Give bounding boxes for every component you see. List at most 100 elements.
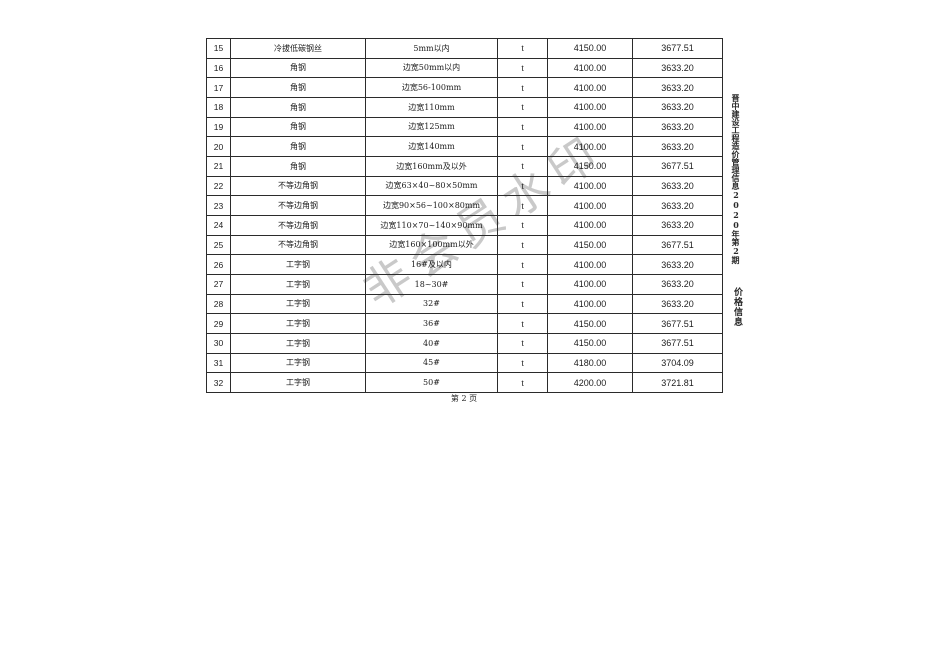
cell-name: 工字钢 xyxy=(230,313,366,334)
cell-spec: 36# xyxy=(365,313,498,334)
cell-no: 21 xyxy=(206,155,231,177)
cell-price_incl: 4100.00 xyxy=(547,136,633,157)
cell-price_excl: 3633.20 xyxy=(632,254,723,275)
cell-spec: 50# xyxy=(365,372,498,393)
cell-unit: t xyxy=(497,214,548,236)
cell-price_incl: 4200.00 xyxy=(547,372,633,393)
cell-unit: t xyxy=(497,332,548,354)
table-row: 23 不等边角钢 边宽90×56~100×80mm t 4100.00 3633.20 xyxy=(206,195,723,216)
cell-spec: 边宽50mm以内 xyxy=(365,57,498,79)
cell-price_excl: 3677.51 xyxy=(632,332,723,354)
cell-no: 18 xyxy=(206,96,231,118)
table-row: 31 工字钢 45# t 4180.00 3704.09 xyxy=(206,352,723,374)
cell-unit: t xyxy=(497,313,548,334)
cell-price_incl: 4100.00 xyxy=(547,77,633,98)
cell-no: 28 xyxy=(206,293,231,315)
journal-title-vertical: 晋中建设工程造价管理信息2020年第2期 xyxy=(731,94,741,264)
cell-name: 冷拔低碳钢丝 xyxy=(230,38,366,59)
cell-price_incl: 4150.00 xyxy=(547,38,633,59)
table-row: 15 冷拔低碳钢丝 5mm以内 t 4150.00 3677.51 xyxy=(206,38,723,59)
table-row: 24 不等边角钢 边宽110×70~140×90mm t 4100.00 3633.20 xyxy=(206,214,723,236)
cell-name: 角钢 xyxy=(230,116,366,138)
cell-spec: 5mm以内 xyxy=(365,38,498,59)
cell-spec: 18~30# xyxy=(365,273,498,295)
cell-unit: t xyxy=(497,273,548,295)
cell-spec: 边宽56-100mm xyxy=(365,77,498,98)
cell-spec: 边宽63×40~80×50mm xyxy=(365,175,498,197)
cell-name: 不等边角钢 xyxy=(230,175,366,197)
table-row: 29 工字钢 36# t 4150.00 3677.51 xyxy=(206,313,723,334)
cell-no: 27 xyxy=(206,273,231,295)
cell-no: 32 xyxy=(206,372,231,393)
cell-price_incl: 4100.00 xyxy=(547,293,633,315)
table-row: 19 角钢 边宽125mm t 4100.00 3633.20 xyxy=(206,116,723,138)
cell-name: 工字钢 xyxy=(230,332,366,354)
table-row: 16 角钢 边宽50mm以内 t 4100.00 3633.20 xyxy=(206,57,723,79)
cell-no: 29 xyxy=(206,313,231,334)
cell-name: 角钢 xyxy=(230,155,366,177)
cell-unit: t xyxy=(497,136,548,157)
cell-price_excl: 3633.20 xyxy=(632,77,723,98)
cell-price_excl: 3704.09 xyxy=(632,352,723,374)
cell-name: 角钢 xyxy=(230,57,366,79)
cell-spec: 边宽160×100mm以外 xyxy=(365,234,498,256)
cell-unit: t xyxy=(497,195,548,216)
cell-unit: t xyxy=(497,175,548,197)
cell-name: 工字钢 xyxy=(230,293,366,315)
cell-spec: 边宽125mm xyxy=(365,116,498,138)
cell-name: 不等边角钢 xyxy=(230,195,366,216)
cell-spec: 边宽140mm xyxy=(365,136,498,157)
cell-spec: 边宽160mm及以外 xyxy=(365,155,498,177)
cell-name: 角钢 xyxy=(230,96,366,118)
cell-price_incl: 4150.00 xyxy=(547,313,633,334)
cell-no: 15 xyxy=(206,38,231,59)
table-row: 28 工字钢 32# t 4100.00 3633.20 xyxy=(206,293,723,315)
price-table: 15 冷拔低碳钢丝 5mm以内 t 4150.00 3677.51 16 角钢 边宽50mm以内… xyxy=(206,38,723,393)
cell-price_excl: 3633.20 xyxy=(632,116,723,138)
table-row: 32 工字钢 50# t 4200.00 3721.81 xyxy=(206,372,723,393)
cell-spec: 边宽110mm xyxy=(365,96,498,118)
cell-no: 25 xyxy=(206,234,231,256)
page-number: 第 2 页 xyxy=(450,394,478,403)
cell-price_incl: 4100.00 xyxy=(547,195,633,216)
cell-spec: 40# xyxy=(365,332,498,354)
cell-no: 22 xyxy=(206,175,231,197)
cell-unit: t xyxy=(497,155,548,177)
cell-price_incl: 4180.00 xyxy=(547,352,633,374)
cell-price_incl: 4100.00 xyxy=(547,214,633,236)
cell-price_incl: 4100.00 xyxy=(547,57,633,79)
cell-price_excl: 3633.20 xyxy=(632,195,723,216)
cell-unit: t xyxy=(497,352,548,374)
cell-no: 20 xyxy=(206,136,231,157)
cell-name: 不等边角钢 xyxy=(230,234,366,256)
cell-no: 19 xyxy=(206,116,231,138)
cell-unit: t xyxy=(497,293,548,315)
cell-unit: t xyxy=(497,116,548,138)
cell-price_incl: 4100.00 xyxy=(547,273,633,295)
cell-unit: t xyxy=(497,57,548,79)
cell-spec: 16#及以内 xyxy=(365,254,498,275)
cell-no: 31 xyxy=(206,352,231,374)
table-row: 30 工字钢 40# t 4150.00 3677.51 xyxy=(206,332,723,354)
cell-spec: 45# xyxy=(365,352,498,374)
cell-price_incl: 4100.00 xyxy=(547,254,633,275)
cell-price_incl: 4100.00 xyxy=(547,116,633,138)
cell-name: 工字钢 xyxy=(230,372,366,393)
cell-price_incl: 4100.00 xyxy=(547,96,633,118)
cell-no: 24 xyxy=(206,214,231,236)
cell-price_excl: 3633.20 xyxy=(632,214,723,236)
cell-unit: t xyxy=(497,96,548,118)
cell-spec: 32# xyxy=(365,293,498,315)
cell-no: 23 xyxy=(206,195,231,216)
cell-unit: t xyxy=(497,38,548,59)
cell-price_excl: 3721.81 xyxy=(632,372,723,393)
cell-unit: t xyxy=(497,234,548,256)
cell-price_excl: 3677.51 xyxy=(632,38,723,59)
section-label-vertical: 价格信息 xyxy=(732,287,742,327)
cell-price_excl: 3677.51 xyxy=(632,313,723,334)
cell-name: 工字钢 xyxy=(230,273,366,295)
cell-unit: t xyxy=(497,254,548,275)
cell-spec: 边宽90×56~100×80mm xyxy=(365,195,498,216)
cell-spec: 边宽110×70~140×90mm xyxy=(365,214,498,236)
